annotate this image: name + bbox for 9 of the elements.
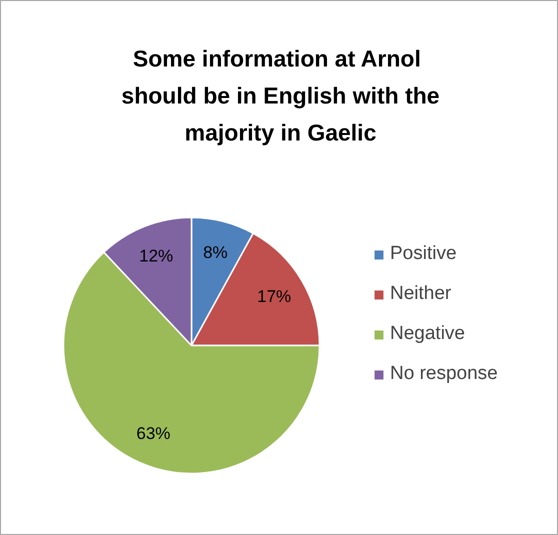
chart-title: Some information at Arnol should be in English with the majority in Gaelic [121, 46, 440, 146]
legend-label: Negative [390, 323, 465, 345]
data-label: 63% [136, 424, 170, 444]
data-label: 12% [139, 246, 174, 266]
data-label: 8% [203, 243, 228, 262]
legend-label: No response [390, 363, 498, 385]
legend-label: Neither [390, 283, 452, 305]
data-label: 17% [257, 287, 292, 306]
legend-label: Positive [390, 243, 457, 265]
